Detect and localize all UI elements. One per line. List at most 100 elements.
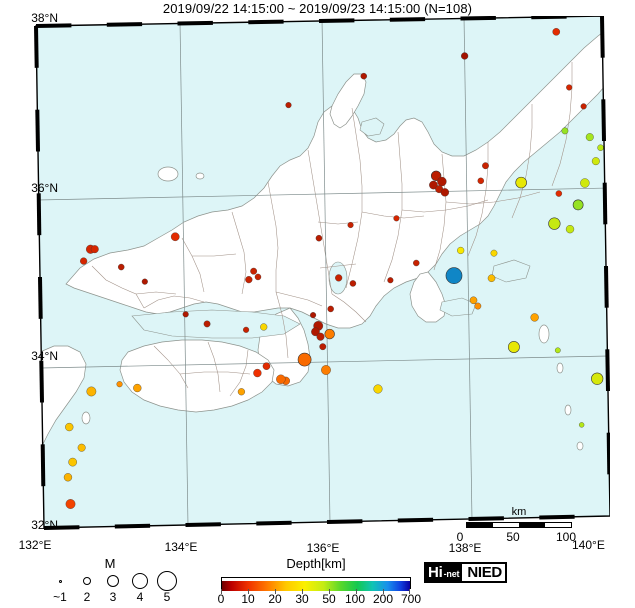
lon-label-132e: 132°E: [18, 538, 52, 552]
frame-tick: [531, 16, 567, 20]
epicenter-marker[interactable]: [580, 103, 587, 110]
depth-label-50: 50: [322, 592, 336, 606]
epicenter-marker[interactable]: [461, 52, 469, 60]
epicenter-marker[interactable]: [393, 215, 400, 222]
epicenter-marker[interactable]: [457, 246, 465, 255]
frame-tick: [106, 22, 143, 27]
epicenter-marker[interactable]: [585, 133, 594, 142]
epicenter-marker[interactable]: [548, 217, 561, 230]
epicenter-marker[interactable]: [80, 257, 88, 265]
epicenter-marker[interactable]: [243, 326, 250, 333]
epicenter-marker[interactable]: [245, 276, 253, 284]
frame-tick: [606, 432, 610, 475]
epicenter-marker[interactable]: [118, 263, 125, 271]
depth-colorbar: [221, 577, 411, 591]
epicenter-marker[interactable]: [311, 327, 320, 337]
lat-label-36n: 36°N: [31, 181, 58, 195]
epicenter-marker[interactable]: [565, 225, 575, 234]
epicenter-marker[interactable]: [310, 312, 317, 319]
epicenter-marker[interactable]: [373, 384, 383, 394]
epicenter-marker[interactable]: [515, 176, 527, 189]
epicenter-marker[interactable]: [133, 383, 142, 393]
epicenter-marker[interactable]: [552, 28, 561, 36]
frame-tick: [539, 514, 575, 520]
epicenter-marker[interactable]: [360, 72, 367, 80]
epicenter-marker[interactable]: [482, 162, 489, 170]
epicenter-marker[interactable]: [349, 280, 357, 287]
epicenter-marker[interactable]: [469, 296, 478, 305]
epicenter-marker[interactable]: [182, 311, 189, 318]
epicenter-marker[interactable]: [474, 302, 482, 310]
mag-label-3: 3: [109, 590, 117, 604]
depth-legend: Depth[km]: [200, 556, 432, 606]
epicenter-marker[interactable]: [250, 267, 258, 275]
epicenter-marker[interactable]: [260, 323, 268, 331]
epicenter-marker[interactable]: [321, 365, 331, 375]
frame-tick: [318, 18, 355, 23]
logo-hi-text: Hi: [425, 563, 444, 582]
epicenter-marker[interactable]: [65, 422, 74, 432]
epicenter-marker[interactable]: [327, 305, 334, 313]
frame-tick: [35, 23, 72, 28]
epicenter-marker[interactable]: [490, 249, 498, 257]
epicenter-marker[interactable]: [141, 278, 148, 285]
epicenter-marker[interactable]: [335, 274, 343, 282]
depth-colorbar-gradient: [222, 581, 410, 591]
epicenter-marker[interactable]: [63, 473, 73, 482]
epicenter-marker[interactable]: [170, 232, 180, 242]
epicenter-marker[interactable]: [561, 127, 569, 135]
mag-symbol-4: [132, 573, 148, 589]
epicenter-marker[interactable]: [347, 222, 354, 229]
epicenter-marker[interactable]: [572, 199, 584, 211]
epicenter-marker[interactable]: [262, 362, 271, 370]
epicenter-marker[interactable]: [68, 457, 77, 467]
epicenter-marker-group[interactable]: [63, 28, 604, 509]
map-frame: [34, 16, 610, 530]
epicenter-marker[interactable]: [429, 180, 438, 190]
epicenter-marker[interactable]: [413, 259, 420, 267]
frame-tick: [326, 519, 363, 524]
landmass-group: [36, 29, 610, 453]
epicenter-marker[interactable]: [580, 178, 590, 188]
epicenter-marker[interactable]: [440, 188, 450, 197]
epicenter-marker[interactable]: [530, 313, 539, 322]
oki-island: [157, 166, 179, 182]
epicenter-marker[interactable]: [591, 157, 600, 166]
epicenter-marker[interactable]: [77, 443, 86, 452]
epicenter-marker[interactable]: [297, 352, 312, 367]
epicenter-marker[interactable]: [254, 273, 262, 281]
epicenter-marker[interactable]: [253, 368, 262, 378]
epicenter-marker[interactable]: [555, 190, 563, 197]
frame-tick: [256, 520, 292, 526]
epicenter-marker[interactable]: [437, 176, 447, 187]
magnitude-legend-labels: ~1 2 3 4 5: [30, 590, 190, 606]
map-svg[interactable]: [32, 16, 610, 534]
epicenter-marker[interactable]: [65, 499, 76, 509]
epicenter-marker[interactable]: [578, 422, 585, 428]
epicenter-marker[interactable]: [387, 277, 394, 284]
epicenter-marker[interactable]: [591, 372, 604, 385]
epicenter-marker[interactable]: [554, 347, 561, 354]
epicenter-marker[interactable]: [319, 343, 327, 351]
epicenter-marker[interactable]: [566, 84, 573, 91]
map-panel[interactable]: km 0 50 100: [32, 16, 610, 544]
epicenter-marker[interactable]: [203, 320, 211, 328]
grid-lon-134: [179, 21, 189, 527]
epicenter-marker[interactable]: [90, 245, 99, 254]
epicenter-marker[interactable]: [276, 374, 286, 384]
epicenter-marker[interactable]: [285, 102, 292, 109]
epicenter-marker[interactable]: [324, 328, 335, 340]
epicenter-marker[interactable]: [315, 234, 323, 242]
epicenter-marker[interactable]: [116, 381, 123, 388]
epicenter-marker[interactable]: [237, 388, 245, 396]
frame-tick: [605, 349, 610, 392]
epicenter-marker[interactable]: [597, 144, 604, 151]
epicenter-marker[interactable]: [487, 274, 496, 283]
epicenter-marker[interactable]: [86, 386, 97, 397]
epicenter-marker[interactable]: [316, 332, 325, 341]
epicenter-marker[interactable]: [507, 341, 520, 353]
epicenter-marker[interactable]: [477, 177, 485, 185]
epicenter-marker[interactable]: [445, 267, 463, 284]
frame-tick: [38, 276, 43, 319]
map-canvas[interactable]: [32, 16, 610, 534]
